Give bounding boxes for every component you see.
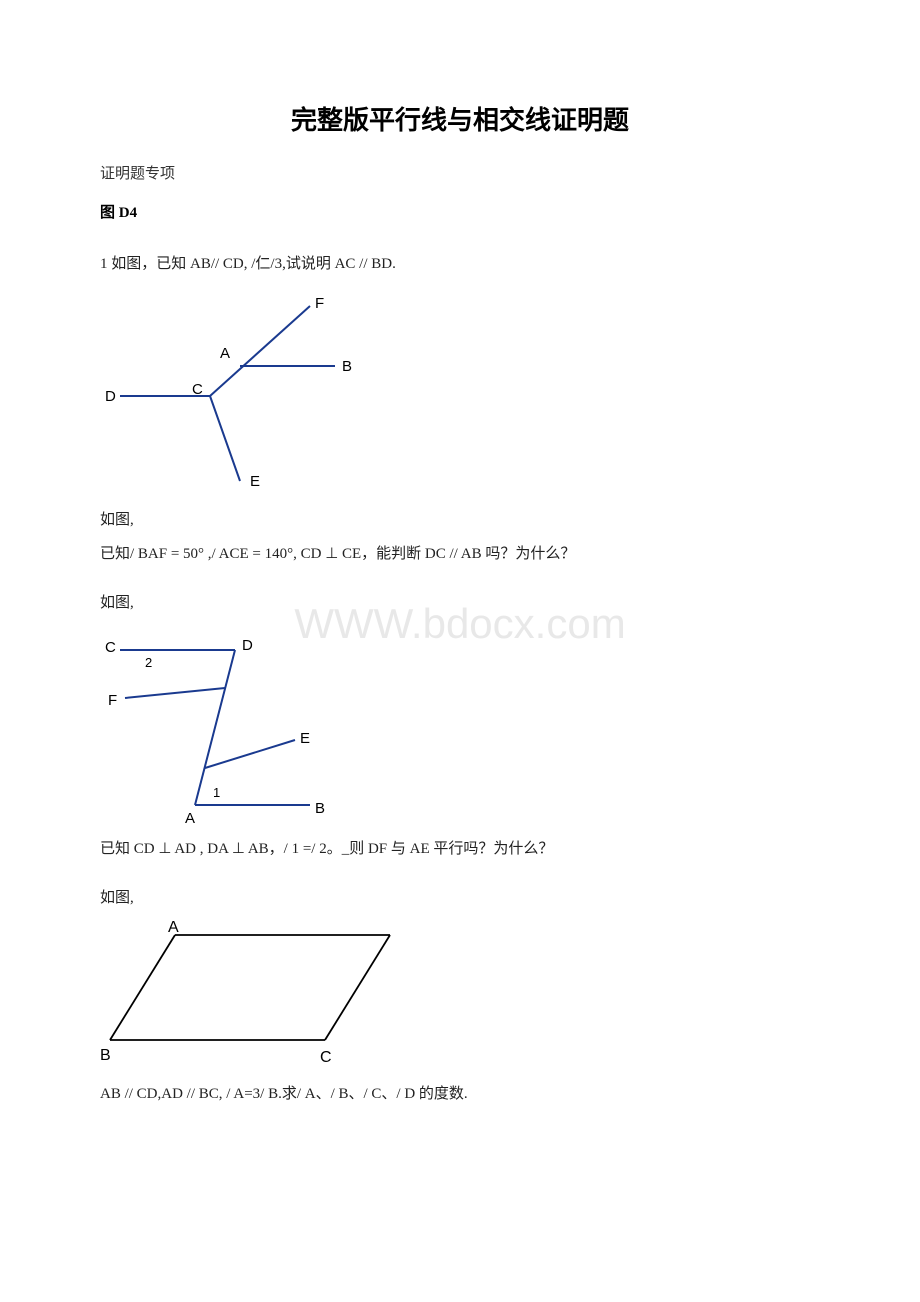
problem-4-intro: 如图, (100, 886, 820, 910)
figure-3: A B C (100, 920, 820, 1070)
figure-1: F A B C D E (100, 286, 820, 496)
svg-text:E: E (300, 730, 310, 747)
problem-2-intro: 如图, (100, 508, 820, 532)
svg-text:A: A (220, 345, 230, 362)
svg-text:E: E (250, 473, 260, 490)
svg-text:F: F (315, 295, 324, 312)
document-content: 完整版平行线与相交线证明题 证明题专项 图 D4 1 如图，已知 AB// CD… (100, 100, 820, 1106)
svg-text:F: F (108, 692, 117, 709)
problem-1-text: 1 如图，已知 AB// CD, /仁/3,试说明 AC // BD. (100, 252, 820, 276)
svg-text:C: C (192, 381, 203, 398)
svg-text:1: 1 (213, 785, 220, 800)
svg-text:B: B (342, 358, 352, 375)
subtitle: 证明题专项 (100, 162, 820, 183)
problem-4-text: AB // CD,AD // BC, / A=3/ B.求/ A、/ B、/ C… (100, 1082, 820, 1106)
figure-2: C D F E A B 2 1 (100, 625, 820, 825)
svg-text:A: A (185, 810, 195, 825)
svg-text:D: D (242, 637, 253, 654)
figure-label-d4: 图 D4 (100, 201, 820, 222)
svg-text:B: B (100, 1047, 111, 1064)
svg-text:A: A (168, 920, 179, 936)
svg-text:B: B (315, 800, 325, 817)
problem-3-intro: 如图, (100, 591, 820, 615)
svg-text:2: 2 (145, 655, 152, 670)
svg-text:C: C (320, 1049, 332, 1066)
svg-text:C: C (105, 639, 116, 656)
problem-3-text: 已知 CD ⊥ AD , DA ⊥ AB，/ 1 =/ 2。_则 DF 与 AE… (100, 837, 820, 861)
page-title: 完整版平行线与相交线证明题 (100, 100, 820, 137)
svg-text:D: D (105, 388, 116, 405)
problem-2-text: 已知/ BAF = 50° ,/ ACE = 140°, CD ⊥ CE，能判断… (100, 542, 820, 566)
